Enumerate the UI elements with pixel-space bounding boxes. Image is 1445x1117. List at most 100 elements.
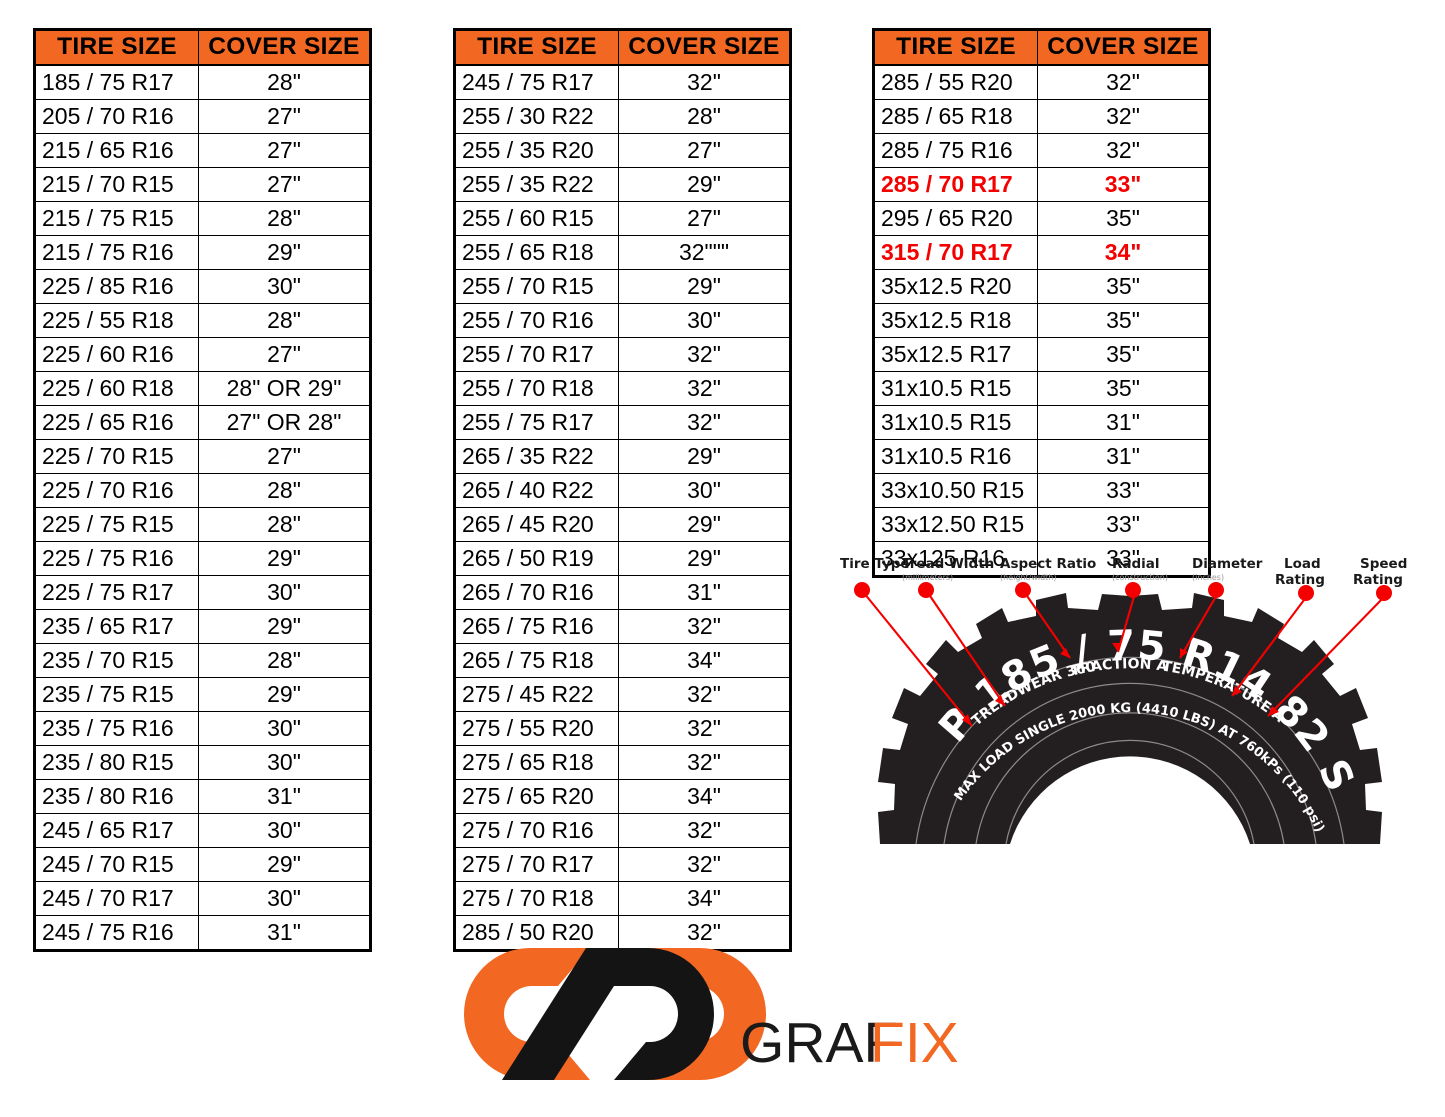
cell-cover-size: 32" <box>618 609 791 644</box>
table-row: 255 / 70 R15 29" <box>454 269 791 304</box>
cell-tire-size: 275 / 70 R18 <box>454 881 619 916</box>
table-row: 275 / 45 R22 32" <box>454 677 791 712</box>
table-row: 295 / 65 R20 35" <box>873 201 1210 236</box>
cell-cover-size: 29" <box>198 235 371 270</box>
cell-tire-size: 245 / 70 R17 <box>34 881 199 916</box>
cell-cover-size: 27" <box>618 133 791 168</box>
cell-tire-size: 255 / 70 R15 <box>454 269 619 304</box>
cell-tire-size: 245 / 70 R15 <box>34 847 199 882</box>
cell-cover-size: 32" <box>618 677 791 712</box>
table-row: 285 / 55 R20 32" <box>873 64 1210 100</box>
cell-tire-size: 285 / 75 R16 <box>873 133 1038 168</box>
cell-cover-size: 27" <box>198 99 371 134</box>
cell-tire-size: 35x12.5 R18 <box>873 303 1038 338</box>
cell-cover-size: 35" <box>1037 337 1210 372</box>
cell-tire-size: 225 / 75 R17 <box>34 575 199 610</box>
cell-tire-size: 245 / 75 R16 <box>34 915 199 951</box>
table-row: 245 / 75 R17 32" <box>454 64 791 100</box>
table-row: 275 / 65 R20 34" <box>454 779 791 814</box>
cell-cover-size: 33" <box>1037 541 1210 577</box>
cell-tire-size: 265 / 35 R22 <box>454 439 619 474</box>
cell-cover-size: 34" <box>618 643 791 678</box>
cell-cover-size: 30" <box>198 881 371 916</box>
cell-tire-size: 235 / 75 R16 <box>34 711 199 746</box>
cell-cover-size: 28" <box>198 64 371 100</box>
cell-tire-size: 285 / 55 R20 <box>873 64 1038 100</box>
callout-sub-radial: (construction) <box>1112 573 1168 582</box>
callout-dot-diameter <box>1208 582 1224 598</box>
cell-cover-size: 30" <box>198 711 371 746</box>
callout-dot-speed-rating <box>1376 585 1392 601</box>
cell-cover-size: 32" <box>618 915 791 951</box>
cell-cover-size: 33" <box>1037 167 1210 202</box>
table-row: 315 / 70 R17 34" <box>873 235 1210 270</box>
table-row: 31x10.5 R16 31" <box>873 439 1210 474</box>
cell-cover-size: 29" <box>618 167 791 202</box>
cell-cover-size: 32" <box>618 64 791 100</box>
cell-cover-size: 35" <box>1037 303 1210 338</box>
cell-cover-size: 35" <box>1037 201 1210 236</box>
cell-cover-size: 31" <box>198 779 371 814</box>
callout-label-aspect-ratio: Aspect Ratio <box>1000 556 1096 572</box>
callout-labels: Tire Type Tread Width (millimeters) Aspe… <box>840 556 1407 588</box>
table-row: 255 / 30 R22 28" <box>454 99 791 134</box>
table-row: 225 / 65 R16 27" OR 28" <box>34 405 371 440</box>
cell-tire-size: 275 / 65 R20 <box>454 779 619 814</box>
table-row: 225 / 70 R15 27" <box>34 439 371 474</box>
cell-tire-size: 31x10.5 R16 <box>873 439 1038 474</box>
tire-size-table-1: TIRE SIZE COVER SIZE 185 / 75 R17 28" 205 … <box>33 28 372 952</box>
table-row: 235 / 65 R17 29" <box>34 609 371 644</box>
cell-tire-size: 225 / 85 R16 <box>34 269 199 304</box>
column-header-cover-size: COVER SIZE <box>1037 29 1210 66</box>
cell-tire-size: 215 / 65 R16 <box>34 133 199 168</box>
cell-cover-size: 29" <box>198 847 371 882</box>
cell-tire-size: 285 / 50 R20 <box>454 915 619 951</box>
cell-tire-size: 285 / 70 R17 <box>873 167 1038 202</box>
cell-cover-size: 35" <box>1037 371 1210 406</box>
table-row: 215 / 75 R16 29" <box>34 235 371 270</box>
cell-tire-size: 235 / 75 R15 <box>34 677 199 712</box>
callout-label-speed-rating: Rating <box>1353 572 1403 588</box>
cell-tire-size: 235 / 80 R15 <box>34 745 199 780</box>
tire-body-shape <box>878 593 1382 845</box>
cell-cover-size: 31" <box>1037 439 1210 474</box>
table-row: 35x12.5 R20 35" <box>873 269 1210 304</box>
table-row: 255 / 75 R17 32" <box>454 405 791 440</box>
table-row: 265 / 70 R16 31" <box>454 575 791 610</box>
column-header-cover-size: COVER SIZE <box>618 29 791 66</box>
cell-cover-size: 27" <box>198 133 371 168</box>
cell-tire-size: 35x12.5 R20 <box>873 269 1038 304</box>
cell-cover-size: 27" OR 28" <box>198 405 371 440</box>
table-row: 235 / 80 R15 30" <box>34 745 371 780</box>
table-row: 235 / 75 R16 30" <box>34 711 371 746</box>
cell-tire-size: 225 / 75 R16 <box>34 541 199 576</box>
cell-cover-size: 29" <box>618 269 791 304</box>
cell-cover-size: 34" <box>618 779 791 814</box>
cell-tire-size: 265 / 75 R16 <box>454 609 619 644</box>
cell-cover-size: 29" <box>198 609 371 644</box>
cell-tire-size: 265 / 45 R20 <box>454 507 619 542</box>
cell-tire-size: 235 / 65 R17 <box>34 609 199 644</box>
cell-cover-size: 31" <box>1037 405 1210 440</box>
cell-cover-size: 29" <box>618 541 791 576</box>
cell-tire-size: 295 / 65 R20 <box>873 201 1038 236</box>
table-row: 255 / 70 R17 32" <box>454 337 791 372</box>
callout-label-speed: Speed <box>1360 556 1407 572</box>
cell-cover-size: 28" <box>198 201 371 236</box>
table-row: 185 / 75 R17 28" <box>34 64 371 100</box>
cell-tire-size: 285 / 65 R18 <box>873 99 1038 134</box>
logo-word-fix: FIX <box>870 1011 959 1075</box>
logo-word-graf: GRAF <box>740 1011 898 1075</box>
cell-tire-size: 255 / 65 R18 <box>454 235 619 270</box>
cell-cover-size: 30" <box>618 473 791 508</box>
cell-cover-size: 29" <box>198 677 371 712</box>
table-row: 255 / 35 R20 27" <box>454 133 791 168</box>
tire-size-table-2: TIRE SIZE COVER SIZE 245 / 75 R17 32" 255 … <box>453 28 792 952</box>
table-row: 225 / 70 R16 28" <box>34 473 371 508</box>
callout-label-load: Load <box>1284 556 1321 572</box>
callout-label-diameter: Diameter <box>1192 556 1263 572</box>
cell-cover-size: 32" <box>1037 99 1210 134</box>
table-row: 33x10.50 R15 33" <box>873 473 1210 508</box>
cell-tire-size: 245 / 75 R17 <box>454 64 619 100</box>
table-row: 235 / 70 R15 28" <box>34 643 371 678</box>
